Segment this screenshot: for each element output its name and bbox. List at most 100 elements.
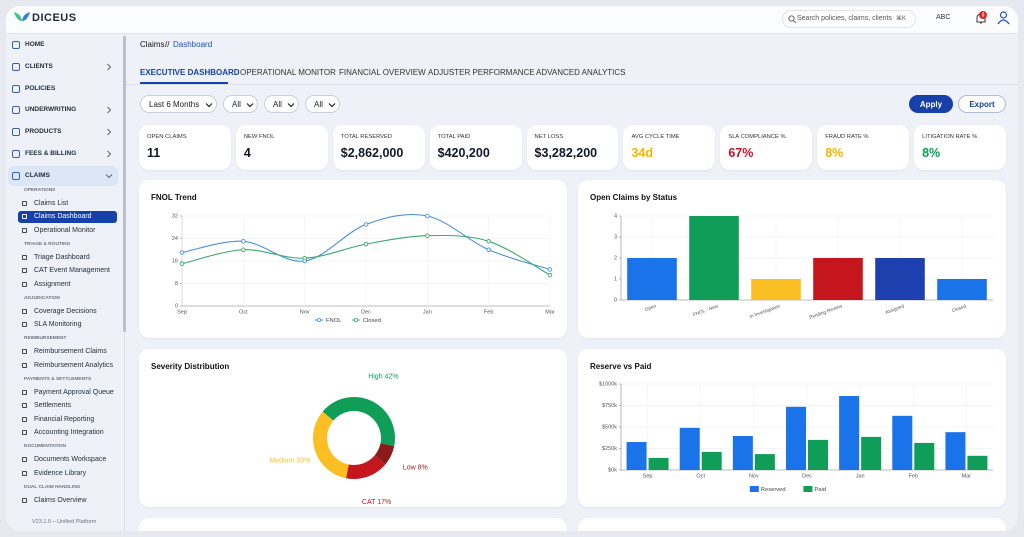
kpi-card: SLA COMPLIANCE % 67% [720, 125, 813, 170]
user-menu[interactable]: ABC [936, 14, 951, 21]
search-box[interactable]: Search policies, claims, clients ⌘K [782, 10, 916, 28]
legend-swatch [803, 486, 813, 492]
nav-label: CLAIMS [25, 171, 50, 179]
sub-nav-item[interactable]: Claims Overview [18, 494, 117, 507]
chart-title: Severity Distribution [151, 362, 229, 371]
bar [786, 406, 806, 470]
section-title: TRIAGE & ROUTING [24, 241, 71, 247]
filter-dropdown[interactable]: All [264, 95, 299, 113]
notification-badge [979, 11, 987, 19]
slice-label-name: High [368, 374, 383, 381]
nav-item[interactable]: PRODUCTS [8, 122, 118, 142]
sub-nav-item[interactable]: Triage Dashboard [18, 251, 117, 264]
sub-nav-icon [22, 227, 27, 233]
sub-nav-item[interactable]: SLA Monitoring [18, 319, 117, 332]
sub-nav-item[interactable]: Financial Reporting [18, 413, 117, 426]
bar [627, 258, 677, 300]
kpi-label: FRAUD RATE % [825, 134, 869, 140]
point [486, 247, 491, 252]
bar [754, 454, 775, 470]
sub-nav-item[interactable]: Coverage Decisions [18, 305, 117, 318]
filter-dropdown[interactable]: All [223, 95, 258, 113]
sub-nav-label: Assignment [34, 280, 71, 288]
tab-underline [140, 82, 228, 84]
nav-item[interactable]: UNDERWRITING [8, 100, 118, 120]
sub-nav-item[interactable]: Payment Approval Queue [18, 386, 117, 399]
sub-nav-icon [22, 389, 27, 395]
tab[interactable]: EXECUTIVE DASHBOARD [140, 68, 240, 77]
section-title: ADJUDICATION [24, 295, 60, 301]
bar [861, 436, 882, 470]
dropdown-chevron [205, 103, 213, 108]
export-button[interactable]: Export [958, 95, 1006, 113]
nav-label: UNDERWRITING [25, 106, 77, 114]
kpi-value: 8% [825, 146, 844, 160]
x-tick-label: Closed [951, 303, 967, 314]
kpi-label: SLA COMPLIANCE % [728, 134, 786, 140]
sub-nav-item[interactable]: Accounting Integration [18, 427, 117, 440]
bar [813, 258, 863, 300]
chevron [107, 128, 112, 136]
sub-nav-icon [22, 362, 27, 368]
scrollbar [123, 36, 126, 332]
nav-item[interactable]: POLICIES [8, 79, 118, 99]
notification-count: 3 [982, 13, 985, 19]
point [241, 239, 246, 244]
slice-label: Low 8% [403, 464, 428, 471]
legend-swatch [749, 486, 759, 492]
nav-label: FEES & BILLING [25, 150, 77, 157]
point [363, 222, 369, 227]
nav-item[interactable]: HOME [8, 35, 118, 55]
sub-nav-item[interactable]: Reimbursement Claims [18, 346, 117, 359]
sub-nav-label: Payment Approval Queue [34, 388, 114, 396]
sub-nav-item[interactable]: Assignment [18, 278, 117, 291]
nav-chevron [107, 63, 112, 71]
filter-value: All [232, 99, 241, 109]
sub-nav-item[interactable]: Evidence Library [18, 467, 117, 480]
tab[interactable]: OPERATIONAL MONITOR [240, 68, 336, 77]
slice-label-name: CAT [362, 499, 376, 506]
sub-nav-item[interactable]: Reimbursement Analytics [18, 359, 117, 372]
nav-item[interactable]: CLIENTS [8, 57, 118, 77]
chart-card [139, 518, 567, 531]
sub-nav-item[interactable]: CAT Event Management [18, 265, 117, 278]
sub-nav-label: Claims Overview [34, 496, 87, 504]
tab[interactable]: ADVANCED ANALYTICS [536, 68, 626, 77]
breadcrumb-parent[interactable]: Claims [140, 40, 165, 49]
slice [346, 455, 386, 479]
tab[interactable]: ADJUSTER PERFORMANCE [428, 68, 535, 77]
filter-dropdown[interactable]: Last 6 Months [140, 95, 217, 113]
kpi-card: TOTAL PAID $420,200 [429, 125, 522, 170]
legend-marker [316, 317, 321, 322]
point [425, 233, 430, 238]
bar [732, 436, 753, 470]
filter-dropdown[interactable]: All [305, 95, 340, 113]
chart-title: FNOL Trend [151, 193, 197, 202]
nav-item[interactable]: FEES & BILLING [8, 144, 118, 164]
shortcut-hint: ⌘K [896, 16, 907, 22]
sub-nav-item[interactable]: Claims List [18, 197, 117, 210]
bar [914, 442, 935, 470]
kpi-label: OPEN CLAIMS [147, 134, 187, 140]
dropdown-chevron [328, 103, 336, 108]
point [302, 255, 307, 261]
kpi-value: $420,200 [437, 146, 490, 160]
sub-nav-item[interactable]: Claims Dashboard [18, 210, 117, 223]
bar [679, 427, 700, 470]
sub-nav-item[interactable]: Settlements [18, 400, 117, 413]
chevron [287, 103, 295, 108]
nav-item[interactable]: CLAIMS [8, 165, 118, 186]
tab[interactable]: FINANCIAL OVERVIEW [339, 68, 426, 77]
kpi-card: AVG CYCLE TIME 34d [623, 125, 716, 170]
legend-marker [353, 317, 358, 322]
notification-icon: 3 [976, 11, 987, 24]
sub-nav-item[interactable]: Operational Monitor [18, 224, 117, 237]
bar [648, 457, 669, 470]
kpi-value: 67% [728, 146, 754, 160]
x-tick-label: Jan [423, 309, 432, 315]
apply-button[interactable]: Apply [909, 95, 953, 113]
x-tick-label: Feb [909, 473, 918, 479]
sub-nav-icon [22, 308, 27, 314]
slice [322, 397, 395, 446]
sub-nav-item[interactable]: Documents Workspace [18, 454, 117, 467]
